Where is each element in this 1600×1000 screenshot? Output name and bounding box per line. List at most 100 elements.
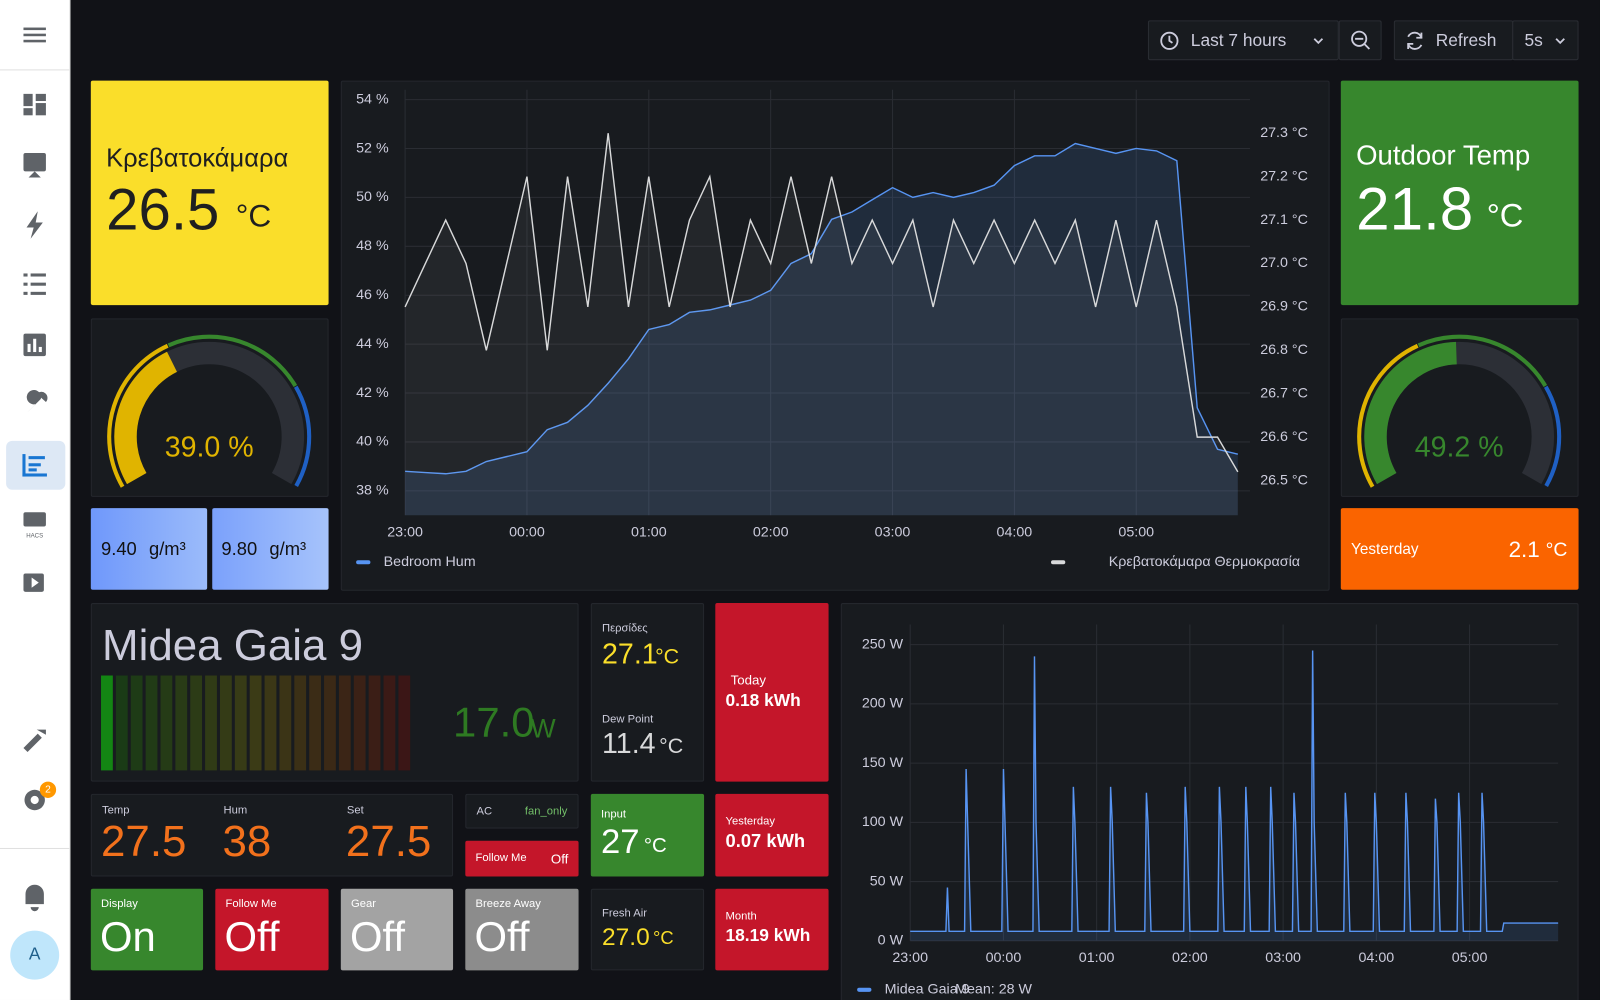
tile-title: Display [101,897,138,911]
logbook-icon[interactable] [23,273,28,277]
power-chart-panel [840,603,1579,1000]
tile-value: 11.4 [602,727,656,760]
tile-value: 27.5 [101,817,187,867]
tile-value: Off [224,913,280,961]
avatar-circle[interactable] [10,930,60,980]
tile-value: 26.5 [106,177,220,243]
hacs-label: HACS [26,532,43,539]
tile-value: 0.18 kWh [725,690,801,711]
follow-me-tile[interactable]: Follow Me Off [215,888,329,971]
tile-unit: °C [643,834,667,858]
tile-value: Off [349,913,406,961]
abs-humidity-tile: 9.40 g/m³ [90,508,208,590]
interval-picker[interactable]: 5s [1512,20,1579,61]
tile-unit: °C [1486,196,1524,234]
sidebar: HACS 2 A [0,0,71,1000]
tile-title: Yesterday [725,815,776,828]
energy-today-tile: Today 0.18 kWh [715,603,829,782]
gear-tile[interactable]: Gear Off [340,888,454,971]
zoom-out[interactable] [1338,20,1382,61]
tile-title: Κρεβατοκάμαρα [106,143,289,173]
time-picker[interactable]: Last 7 hours [1147,20,1339,61]
bar-gauge-value: 17.0 [453,698,535,746]
midea-panel: Midea Gaia 9 17.0 W [90,603,579,782]
tile-value: 0.07 kWh [725,830,806,852]
tile-title: Fresh Air [602,907,647,920]
bedroom-temp-tile: Κρεβατοκάμαρα 26.5 °C [90,80,329,306]
clock-icon [1160,31,1179,50]
dashboard-icon[interactable] [22,454,47,477]
hacs-icon[interactable] [23,512,46,527]
ac-mode-panel: AC fan_only [465,793,579,829]
tile-title: Outdoor Temp [1356,139,1531,171]
tile-value: 27.0 [602,923,650,952]
gauge-panel [1340,318,1579,497]
tile-unit: g/m³ [269,538,307,560]
menu-icon[interactable] [23,27,46,31]
tile-title: Temp [102,804,130,817]
gauge-panel [90,318,329,497]
tile-value: Off [474,913,530,961]
tile-value: 9.40 [101,538,137,560]
tile-title: Breeze Away [475,897,541,911]
tile-value: 27.5 [345,817,432,867]
tile-title: Hum [223,804,248,817]
follow-me-small-tile[interactable]: Follow Me Off [465,840,579,877]
interval: 5s [1524,30,1543,50]
refresh-button[interactable]: Refresh [1393,20,1514,61]
tile-title: Set [346,804,364,817]
badge [39,781,57,798]
tile-value: 27.1 [602,637,658,670]
tile-value: 9.80 [221,538,258,560]
zoom-icon [1351,30,1371,50]
developer-icon[interactable] [23,729,46,753]
tile-title: Dew Point [602,713,654,726]
notifications-icon[interactable] [25,884,44,912]
outdoor-temp-tile: Outdoor Temp 21.8 °C [1340,80,1579,306]
tile-title: Περσίδες [602,622,648,635]
tile-unit: °C [659,734,684,759]
tile-unit: °C [653,927,674,948]
persides-panel: Περσίδες 27.1 °C Dew Point 11.4 °C [590,603,705,782]
avatar: A [29,944,41,964]
overview-icon[interactable] [23,93,33,107]
tile-value: fan_only [524,805,568,818]
panel-title: Midea Gaia 9 [102,621,364,671]
tile-title: Gear [351,897,376,911]
tile-title: AC [476,805,493,818]
tile-value: 2.1 [1508,536,1540,563]
tile-value: 18.19 kWh [725,925,811,945]
time-range: Last 7 hours [1190,30,1287,50]
outdoor-yesterday-tile: Yesterday 2.1 °C [1340,508,1579,590]
refresh-label: Refresh [1435,30,1497,50]
tools-icon[interactable] [25,390,48,415]
notification-badge: 2 [45,784,51,795]
tile-title: Month [725,910,757,923]
bar-gauge-unit: W [530,713,556,744]
tile-unit: g/m³ [148,538,186,560]
tile-title: Follow Me [475,852,527,865]
tile-title: Input [601,808,626,821]
energy-icon[interactable] [26,211,43,239]
chevron [1555,38,1565,45]
abs-humidity-tile: 9.80 g/m³ [212,508,329,590]
energy-yesterday-tile: Yesterday 0.07 kWh [715,793,829,877]
display-tile[interactable]: Display On [90,888,204,971]
tile-value: Off [550,851,569,867]
tile-unit: °C [235,197,272,234]
tile-value: 21.8 [1356,175,1474,243]
tile-title: Yesterday [1351,540,1419,559]
map-icon[interactable] [23,153,46,172]
climate-panel: Temp 27.5 Hum 38 Set 27.5 [90,793,454,877]
breeze-away-tile[interactable]: Breeze Away Off [465,888,579,971]
tile-unit: °C [655,644,680,669]
input-temp-tile: Input 27 °C [590,793,705,877]
humidity-chart-panel [340,80,1330,591]
tile-title: Follow Me [225,897,277,911]
refresh-icon [1407,31,1423,50]
tile-value: On [99,913,156,961]
icons: HACS 2 A [0,27,70,980]
tile-title: Today [730,672,767,688]
